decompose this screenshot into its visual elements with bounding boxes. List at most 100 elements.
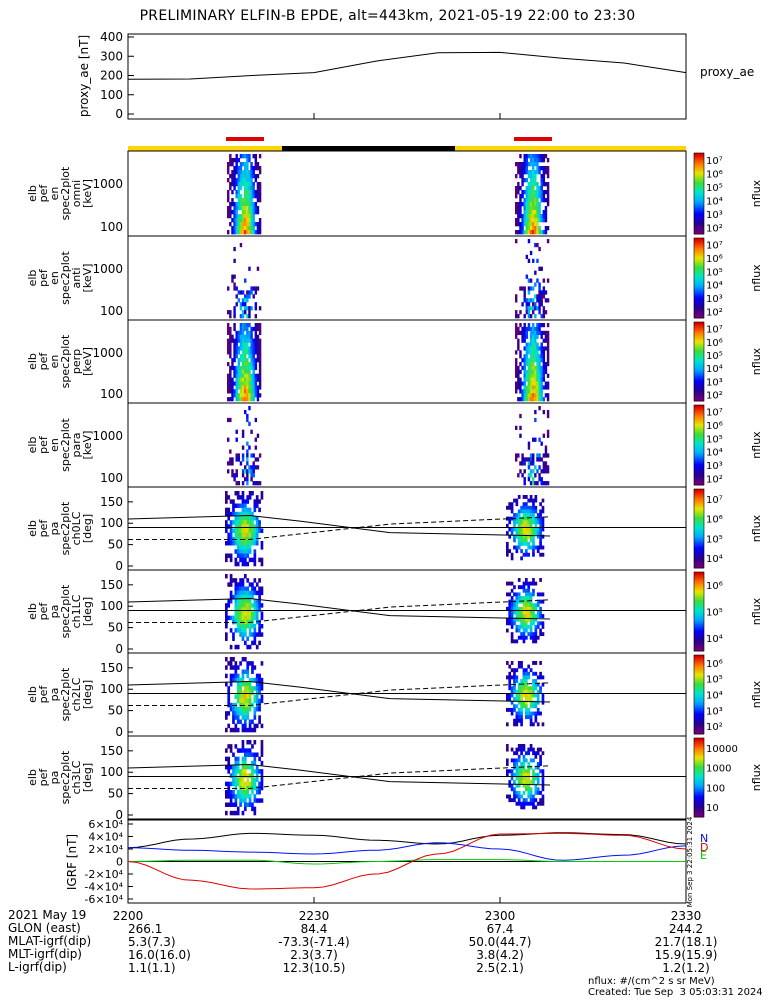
colorbar-cell: [694, 308, 704, 311]
colorbar-frame: [693, 737, 705, 818]
spectrogram-frame: [127, 150, 687, 237]
pa-ylabel: pef: [37, 768, 50, 787]
colorbar-cell: [694, 252, 704, 255]
colorbar-cell: [694, 373, 704, 376]
colorbar-tick-label: 1000: [706, 764, 731, 775]
colorbar-cell: [694, 803, 704, 806]
pa-ytick-label: 0: [115, 559, 123, 573]
colorbar-cell: [694, 231, 704, 235]
colorbar-cell: [694, 656, 704, 660]
colorbar-tick-label: 10⁷: [706, 241, 723, 252]
colorbar-cell: [694, 435, 704, 438]
colorbar-cell: [694, 745, 704, 749]
colorbar-cell: [694, 510, 704, 514]
colorbar-cell: [694, 607, 704, 611]
colorbar-cell: [694, 504, 704, 508]
colorbar-cell: [694, 585, 704, 589]
colorbar-cell: [694, 441, 704, 444]
colorbar-cell: [694, 633, 704, 636]
colorbar-cell: [694, 270, 704, 273]
colorbar-cell: [694, 639, 704, 642]
colorbar-cell: [694, 169, 704, 172]
colorbar-tick-label: 10²: [706, 223, 723, 234]
pa-ytick-label: 0: [115, 725, 123, 739]
annotation-value: 2.5(2.1): [476, 961, 524, 975]
colorbar-cell: [694, 353, 704, 357]
colorbar-cell: [694, 603, 704, 607]
colorbar-cell: [694, 502, 704, 506]
colorbar-cell: [694, 323, 704, 327]
annotation-value: -73.3(-71.4): [278, 935, 349, 949]
igrf-ytick-label: 0: [116, 856, 123, 869]
pa-frame: [127, 735, 687, 820]
annotation-value: 2.3(3.7): [290, 948, 338, 962]
colorbar-cell: [694, 282, 704, 285]
colorbar-cell: [694, 244, 704, 247]
colorbar-cell: [694, 645, 704, 648]
colorbar-cell: [694, 562, 704, 565]
annotation-value: 15.9(15.9): [655, 948, 718, 962]
colorbar-tick-label: 10⁴: [706, 281, 723, 292]
colorbar-cell: [694, 463, 704, 466]
colorbar-cell: [694, 469, 704, 472]
pa-ytick-label: 150: [100, 495, 123, 509]
pa-ylabel: [deg]: [81, 680, 94, 709]
colorbar-cell: [694, 552, 704, 555]
colorbar-cell: [694, 229, 704, 233]
spectrogram-frame: [127, 402, 687, 488]
colorbar-cell: [694, 773, 704, 777]
colorbar-cell: [694, 266, 704, 269]
colorbar-cell: [694, 322, 704, 325]
spectrogram-frame: [127, 319, 687, 404]
colorbar-cell: [694, 587, 704, 591]
pa-spectrogram-pa-ch3: [225, 740, 545, 816]
colorbar-cell: [694, 167, 704, 170]
energy-ytick-label: 1000: [92, 177, 123, 191]
ae-ytick-label: 100: [100, 88, 123, 102]
colorbar-cell: [694, 647, 704, 650]
colorbar-cell: [694, 371, 704, 374]
colorbar-cell: [694, 389, 704, 392]
colorbar-cell: [694, 483, 704, 486]
igrf-legend-n: N: [700, 832, 708, 845]
colorbar-frame: [693, 152, 705, 235]
colorbar-cell: [694, 421, 704, 424]
colorbar-cell: [694, 575, 704, 579]
colorbar-tick-label: 10⁷: [706, 156, 723, 167]
colorbar-cell: [694, 467, 704, 470]
pa-ylabel: spec2plot: [59, 750, 72, 804]
colorbar-label: nflux: [750, 597, 763, 625]
energy-ylabel: en: [48, 355, 61, 369]
colorbar-cell: [694, 599, 704, 603]
colorbar-tick-label: 10⁵: [706, 183, 723, 194]
colorbar-tick-label: 100: [706, 783, 725, 794]
colorbar-cell: [694, 728, 704, 731]
colorbar-cell: [694, 625, 704, 628]
colorbar-cell: [694, 345, 704, 349]
pa-ylabel: ch0LC: [70, 511, 83, 545]
colorbar-cell: [694, 205, 704, 209]
colorbar-cell: [694, 676, 704, 680]
energy-ytick-label: 1000: [92, 346, 123, 360]
colorbar-cell: [694, 304, 704, 307]
colorbar-cell: [694, 749, 704, 753]
pa-ylabel: spec2plot: [59, 501, 72, 555]
colorbar-tick-label: 10⁴: [706, 196, 723, 207]
colorbar-cell: [694, 433, 704, 436]
colorbar-label: nflux: [750, 347, 763, 375]
colorbar-cell: [694, 264, 704, 267]
colorbar-cell: [694, 597, 704, 601]
colorbar-cell: [694, 161, 704, 164]
colorbar-cell: [694, 670, 704, 674]
chart-title: PRELIMINARY ELFIN-B EPDE, alt=443km, 202…: [139, 8, 636, 24]
colorbar-cell: [694, 171, 704, 174]
colorbar-cell: [694, 572, 704, 575]
energy-ytick-label: 1000: [92, 429, 123, 443]
pa-frame: [127, 486, 687, 571]
colorbar-cell: [694, 227, 704, 231]
colorbar-cell: [694, 223, 704, 227]
colorbar-cell: [694, 751, 704, 755]
colorbar-cell: [694, 795, 704, 798]
spectrogram-frame: [127, 235, 687, 321]
colorbar-tick-label: 10⁴: [706, 448, 723, 459]
